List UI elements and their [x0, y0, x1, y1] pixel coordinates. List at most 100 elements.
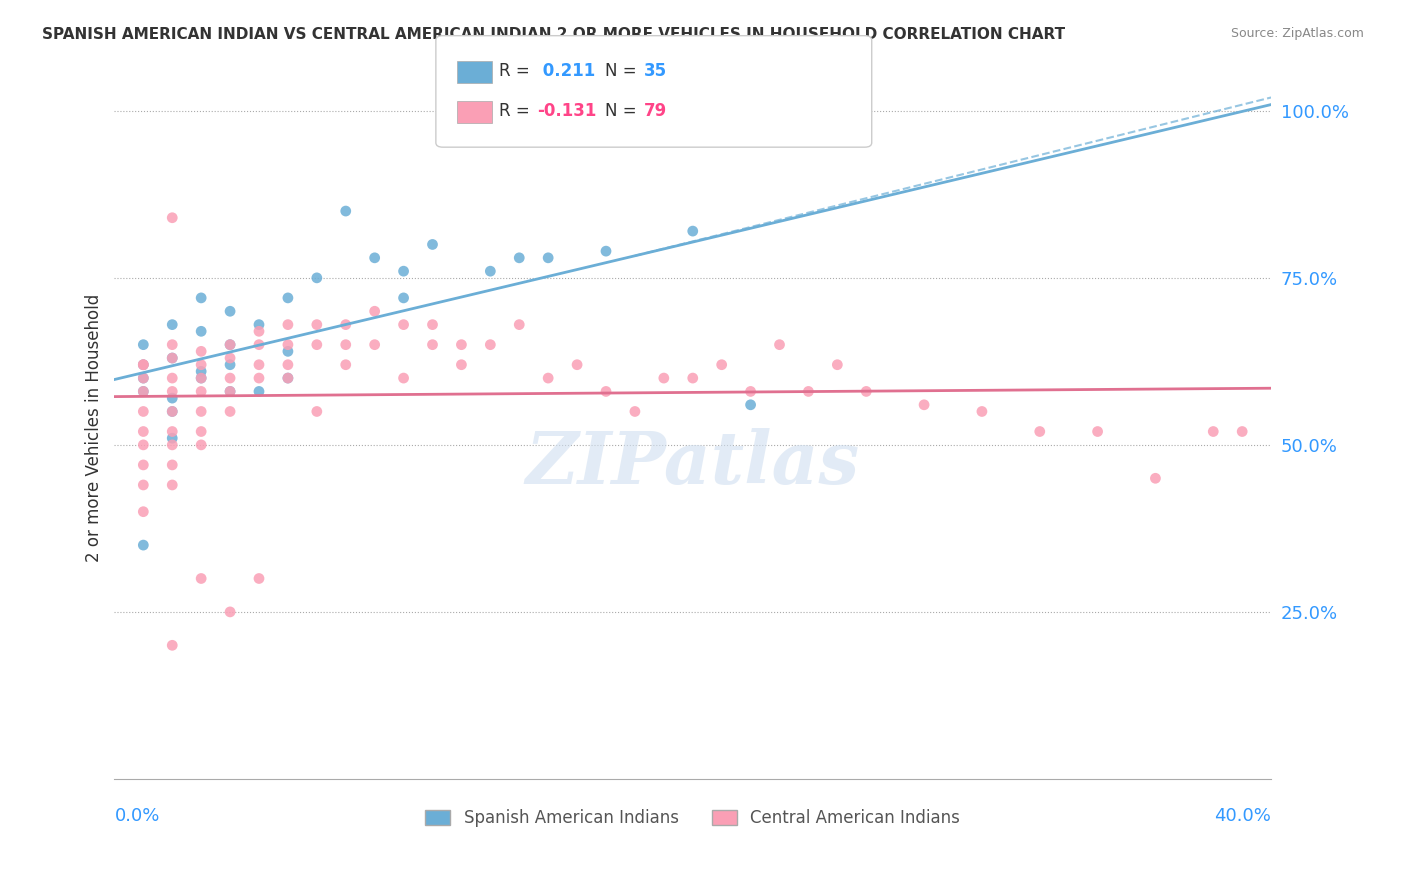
Point	[450, 337, 472, 351]
Point	[335, 358, 357, 372]
Point	[132, 384, 155, 399]
Point	[450, 358, 472, 372]
Text: Source: ZipAtlas.com: Source: ZipAtlas.com	[1230, 27, 1364, 40]
Point	[595, 244, 617, 259]
Point	[190, 425, 212, 439]
Point	[710, 358, 733, 372]
Point	[537, 371, 560, 385]
Point	[1230, 425, 1253, 439]
Point	[277, 344, 299, 359]
Point	[162, 391, 184, 405]
Point	[508, 318, 530, 332]
Point	[305, 318, 328, 332]
Point	[190, 572, 212, 586]
Point	[190, 358, 212, 372]
Point	[363, 337, 385, 351]
Text: ZIPatlas: ZIPatlas	[526, 428, 860, 499]
Point	[162, 425, 184, 439]
Point	[537, 251, 560, 265]
Point	[827, 358, 849, 372]
Text: 0.211: 0.211	[537, 62, 595, 80]
Point	[247, 358, 270, 372]
Point	[219, 337, 242, 351]
Point	[392, 291, 415, 305]
Point	[363, 251, 385, 265]
Point	[277, 337, 299, 351]
Point	[190, 291, 212, 305]
Point	[1202, 425, 1225, 439]
Point	[219, 384, 242, 399]
Point	[190, 384, 212, 399]
Point	[740, 398, 762, 412]
Point	[162, 431, 184, 445]
Y-axis label: 2 or more Vehicles in Household: 2 or more Vehicles in Household	[86, 294, 103, 562]
Point	[162, 438, 184, 452]
Point	[162, 478, 184, 492]
Point	[162, 384, 184, 399]
Point	[479, 264, 502, 278]
Point	[132, 425, 155, 439]
Text: 35: 35	[644, 62, 666, 80]
Point	[162, 337, 184, 351]
Point	[247, 324, 270, 338]
Point	[335, 204, 357, 219]
Point	[162, 351, 184, 365]
Point	[855, 384, 877, 399]
Point	[422, 337, 444, 351]
Point	[392, 371, 415, 385]
Point	[422, 237, 444, 252]
Point	[277, 358, 299, 372]
Point	[190, 364, 212, 378]
Point	[132, 358, 155, 372]
Point	[422, 318, 444, 332]
Point	[1144, 471, 1167, 485]
Point	[392, 264, 415, 278]
Point	[132, 371, 155, 385]
Point	[363, 304, 385, 318]
Point	[219, 351, 242, 365]
Point	[190, 324, 212, 338]
Point	[508, 251, 530, 265]
Point	[132, 337, 155, 351]
Text: R =: R =	[499, 62, 536, 80]
Point	[219, 404, 242, 418]
Point	[162, 211, 184, 225]
Point	[132, 438, 155, 452]
Text: N =: N =	[605, 103, 641, 120]
Point	[162, 371, 184, 385]
Point	[190, 371, 212, 385]
Text: R =: R =	[499, 103, 536, 120]
Point	[247, 318, 270, 332]
Point	[912, 398, 935, 412]
Point	[335, 318, 357, 332]
Point	[162, 404, 184, 418]
Point	[190, 344, 212, 359]
Point	[247, 572, 270, 586]
Point	[162, 351, 184, 365]
Point	[277, 371, 299, 385]
Point	[277, 318, 299, 332]
Point	[132, 404, 155, 418]
Point	[219, 358, 242, 372]
Point	[797, 384, 820, 399]
Point	[624, 404, 647, 418]
Point	[190, 438, 212, 452]
Point	[305, 271, 328, 285]
Point	[132, 358, 155, 372]
Point	[132, 538, 155, 552]
Point	[162, 458, 184, 472]
Point	[219, 337, 242, 351]
Point	[162, 638, 184, 652]
Point	[277, 371, 299, 385]
Point	[219, 371, 242, 385]
Point	[682, 224, 704, 238]
Point	[132, 371, 155, 385]
Point	[132, 505, 155, 519]
Point	[970, 404, 993, 418]
Point	[1029, 425, 1052, 439]
Point	[277, 291, 299, 305]
Point	[682, 371, 704, 385]
Point	[190, 404, 212, 418]
Point	[565, 358, 588, 372]
Point	[652, 371, 675, 385]
